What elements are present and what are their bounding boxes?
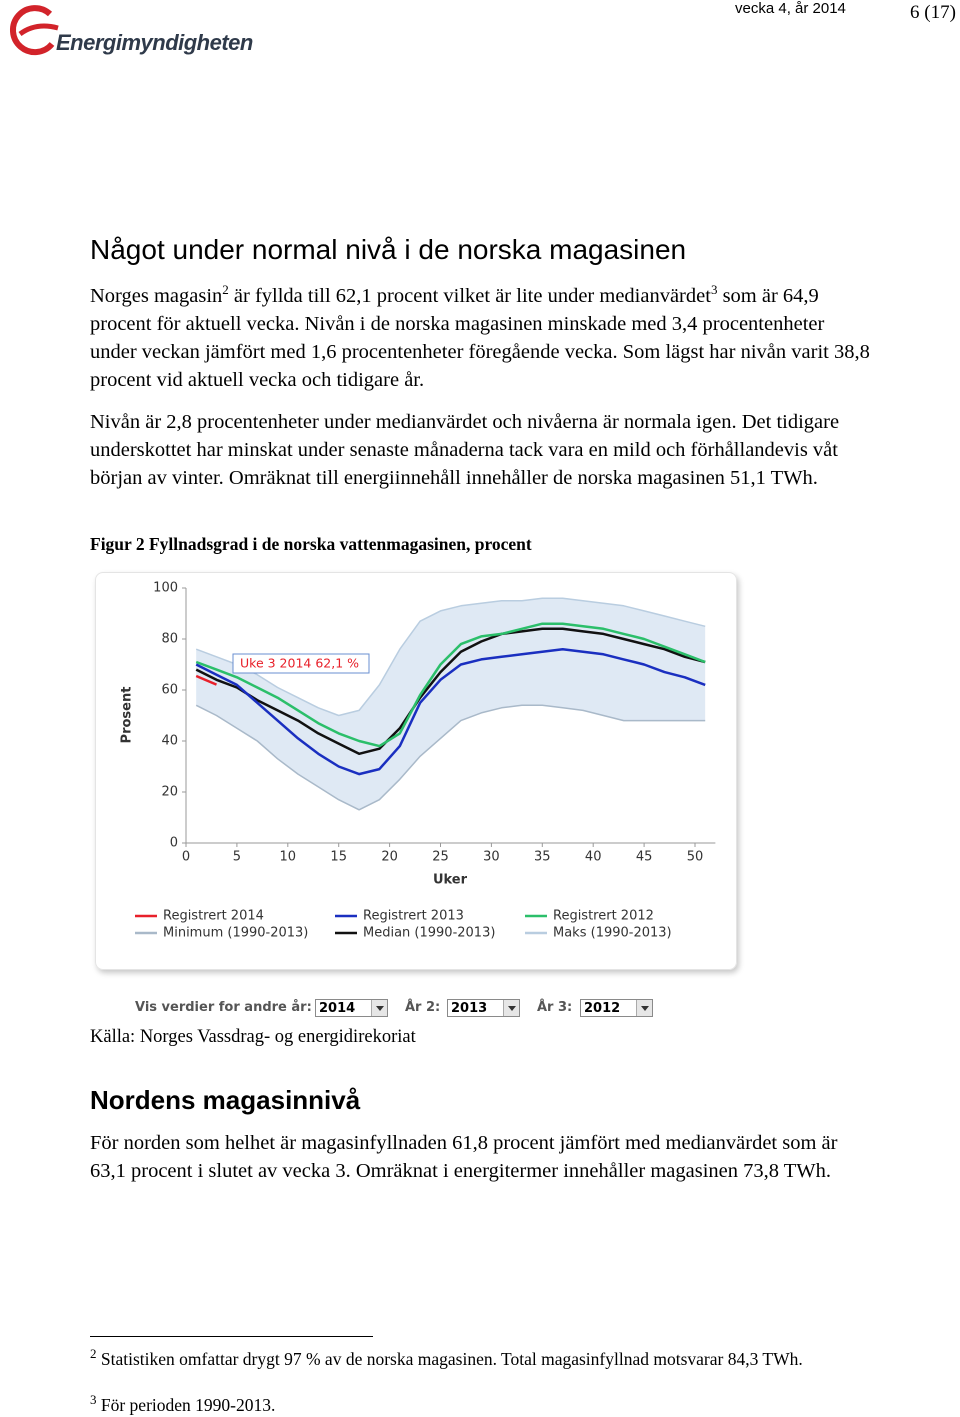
- selector-label: År 2:: [405, 1000, 441, 1015]
- series-line: [195, 627, 706, 756]
- x-tick-label: 40: [585, 850, 602, 865]
- x-tick-label: 20: [381, 850, 398, 865]
- series-line: [195, 704, 706, 811]
- x-tick-label: 5: [233, 850, 241, 865]
- paragraph: Nivån är 2,8 procentenheter under median…: [90, 411, 840, 489]
- year-dropdown[interactable]: 2013: [447, 999, 520, 1017]
- legend-label: Registrert 2013: [363, 909, 464, 924]
- legend-label: Median (1990-2013): [363, 926, 495, 941]
- x-tick-label: 50: [687, 850, 704, 865]
- annotation-box: [232, 653, 370, 674]
- footnote-text: Statistiken omfattar drygt 97 % av de no…: [100, 1349, 803, 1369]
- footnote-ref: 3: [710, 282, 718, 298]
- y-tick-label: 20: [161, 785, 178, 800]
- heading: Något under normal nivå i de norska maga…: [90, 234, 687, 265]
- chart: Prosent Uker 0 20 40 60 80 100 0 5 10 15 20 25 30 35 4…: [120, 581, 716, 941]
- legend-label: Registrert 2014: [163, 909, 264, 924]
- selector-label: År 3:: [537, 1000, 573, 1015]
- logo-mark: [9, 5, 59, 56]
- series-line: [195, 622, 706, 748]
- chart-frame: [95, 572, 737, 970]
- selector-label: Vis verdier for andre år:: [135, 1000, 312, 1015]
- y-axis-label: Prosent: [120, 687, 135, 744]
- legend-label: Registrert 2012: [553, 909, 654, 924]
- text: är fyllda till 62,1 procent vilket är li…: [228, 285, 711, 307]
- footnote-number: 2: [90, 1346, 97, 1362]
- header-week: vecka 4, år 2014: [735, 0, 846, 17]
- y-tick-label: 60: [161, 683, 178, 698]
- year-dropdown[interactable]: 2014: [315, 999, 388, 1017]
- annotation: Uke 3 2014 62,1 %: [232, 653, 370, 674]
- x-tick-label: 25: [432, 850, 449, 865]
- y-tick-label: 80: [161, 632, 178, 647]
- series-line: [195, 597, 706, 717]
- legend-label: Minimum (1990-2013): [163, 926, 308, 941]
- x-tick-label: 10: [280, 850, 297, 865]
- y-tick-label: 0: [170, 836, 178, 851]
- series-line: [195, 647, 706, 776]
- y-tick-label: 100: [153, 581, 178, 596]
- footnote-text: För perioden 1990-2013.: [100, 1395, 276, 1415]
- source: Källa: Norges Vassdrag- og energidirekor…: [90, 1027, 416, 1047]
- x-tick-label: 45: [636, 850, 653, 865]
- footnote: 2 Statistiken omfattar drygt 97 % av de …: [90, 1346, 830, 1371]
- logo: Energimyndigheten: [6, 4, 253, 60]
- header-page: 6 (17): [910, 2, 956, 23]
- x-tick-label: 0: [182, 850, 190, 865]
- year-selector: Vis verdier for andre år: 2014 År 2: 201…: [135, 999, 665, 1019]
- figure-caption: Figur 2 Fyllnadsgrad i de norska vattenm…: [90, 534, 532, 554]
- y-tick-label: 40: [161, 734, 178, 749]
- logo-text: Energimyndigheten: [56, 30, 253, 55]
- x-axis-label: Uker: [433, 873, 468, 888]
- legend-label: Maks (1990-2013): [553, 926, 672, 941]
- footnote: 3 För perioden 1990-2013.: [90, 1392, 276, 1417]
- paragraph: Norges magasin2 är fyllda till 62,1 proc…: [90, 282, 872, 394]
- footnote-number: 3: [90, 1392, 97, 1408]
- text: Norges magasin: [90, 285, 223, 307]
- x-tick-label: 15: [330, 850, 347, 865]
- footnote-ref: 2: [222, 282, 229, 298]
- paragraph: För norden som helhet är magasinfyllnade…: [90, 1132, 838, 1182]
- footnote-rule: [90, 1336, 373, 1337]
- text: som är 64,9 procent för aktuell vecka. N…: [90, 285, 870, 391]
- x-tick-label: 35: [534, 850, 551, 865]
- series-line: [195, 674, 217, 686]
- year-dropdown[interactable]: 2012: [580, 999, 653, 1017]
- range-band: [196, 598, 706, 810]
- heading: Nordens magasinnivå: [90, 1085, 361, 1115]
- annotation-text: Uke 3 2014 62,1 %: [240, 656, 359, 671]
- x-tick-label: 30: [483, 850, 500, 865]
